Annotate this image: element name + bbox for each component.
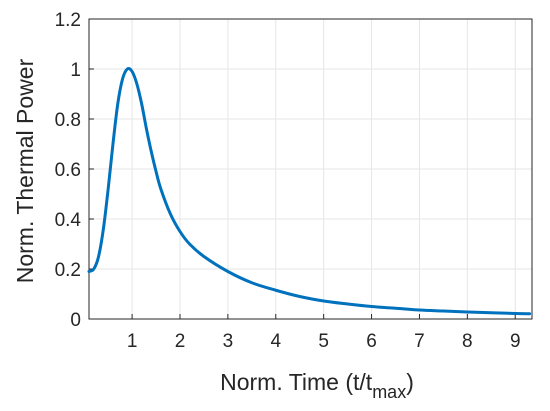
y-axis-label: Norm. Thermal Power — [12, 58, 38, 283]
y-tick-label: 0.8 — [55, 110, 81, 131]
x-tick-label: 9 — [510, 331, 521, 352]
y-tick-label: 0.4 — [55, 210, 82, 231]
x-axis-label: Norm. Time (t/tmax) — [220, 369, 414, 402]
x-axis-label-close: ) — [406, 369, 414, 395]
x-tick-label: 1 — [127, 331, 138, 352]
x-tick-label: 7 — [414, 331, 425, 352]
x-tick-label: 8 — [462, 331, 473, 352]
y-axis: 0 0.2 0.4 0.6 0.8 1 1.2 — [55, 10, 94, 331]
y-tick-label: 1 — [70, 60, 81, 81]
x-axis: 1 2 3 4 5 6 7 8 9 — [127, 314, 521, 352]
x-tick-label: 5 — [318, 331, 329, 352]
y-tick-label: 1.2 — [55, 10, 81, 31]
y-tick-label: 0.2 — [55, 260, 81, 281]
grid — [89, 18, 532, 320]
y-tick-label: 0.6 — [55, 160, 81, 181]
series-line — [87, 67, 532, 316]
x-axis-label-subscript: max — [372, 382, 406, 402]
y-tick-label: 0 — [70, 310, 81, 331]
x-tick-label: 3 — [223, 331, 234, 352]
x-axis-label-main: Norm. Time (t/t — [220, 369, 373, 395]
x-tick-label: 6 — [366, 331, 377, 352]
x-tick-label: 2 — [175, 331, 186, 352]
x-tick-label: 4 — [270, 331, 281, 352]
